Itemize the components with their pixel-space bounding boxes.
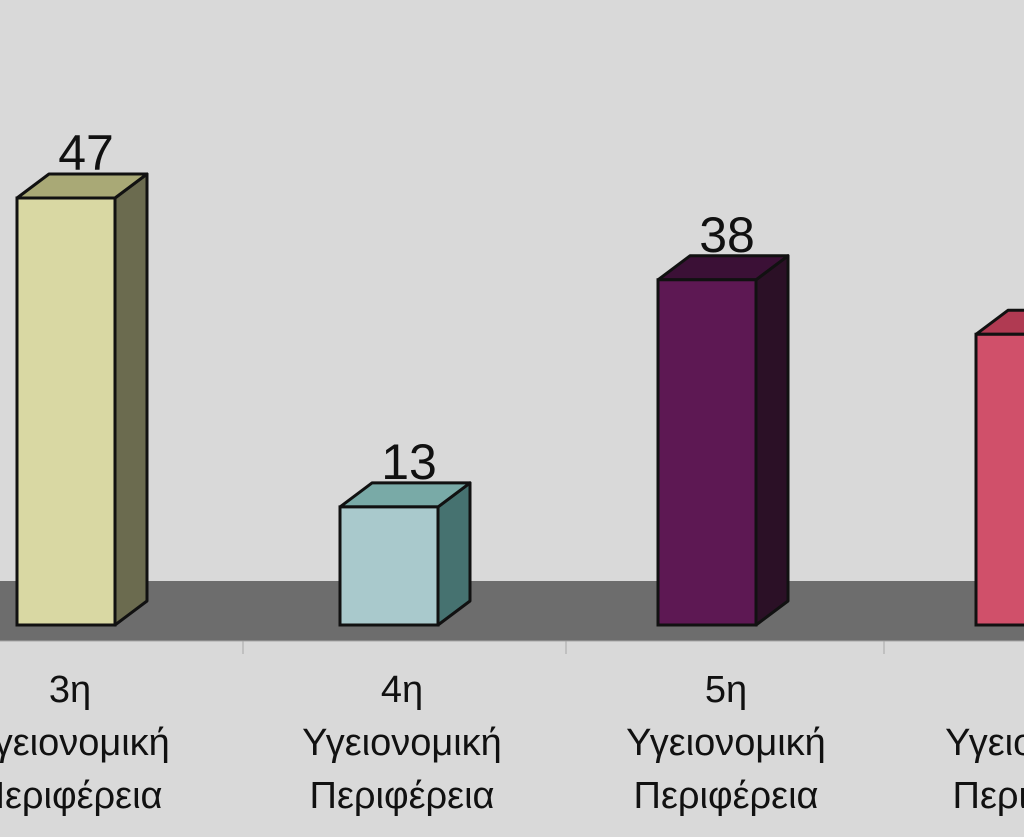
chart-floor [0,581,1024,641]
bar-3 [656,278,758,627]
category-label-3-line-3: Περιφέρεια [634,775,819,817]
bar-1 [15,196,117,627]
data-label-3: 38 [699,207,755,263]
category-label-2-line-1: 4η [381,669,423,711]
category-label-1-line-1: 3η [49,669,91,711]
category-label-4-line-3: Περιφέρεια [953,775,1024,817]
category-label-1-line-2: Υγειονομική [0,722,170,764]
bar-4-top [974,308,1024,336]
bar-3-side [754,254,790,627]
category-label-4-line-2: Υγειονομική [945,722,1024,764]
bar-1-side [113,172,149,627]
category-label-2-line-2: Υγειονομική [302,722,502,764]
data-label-2: 13 [381,434,437,490]
category-label-3-line-2: Υγειονομική [626,722,826,764]
category-label-2-line-3: Περιφέρεια [310,775,495,817]
category-label-1-line-3: Περιφέρεια [0,775,163,817]
data-label-1: 47 [58,125,114,181]
bar-2 [338,505,440,627]
bar-4 [974,332,1024,627]
category-label-3-line-1: 5η [705,669,747,711]
